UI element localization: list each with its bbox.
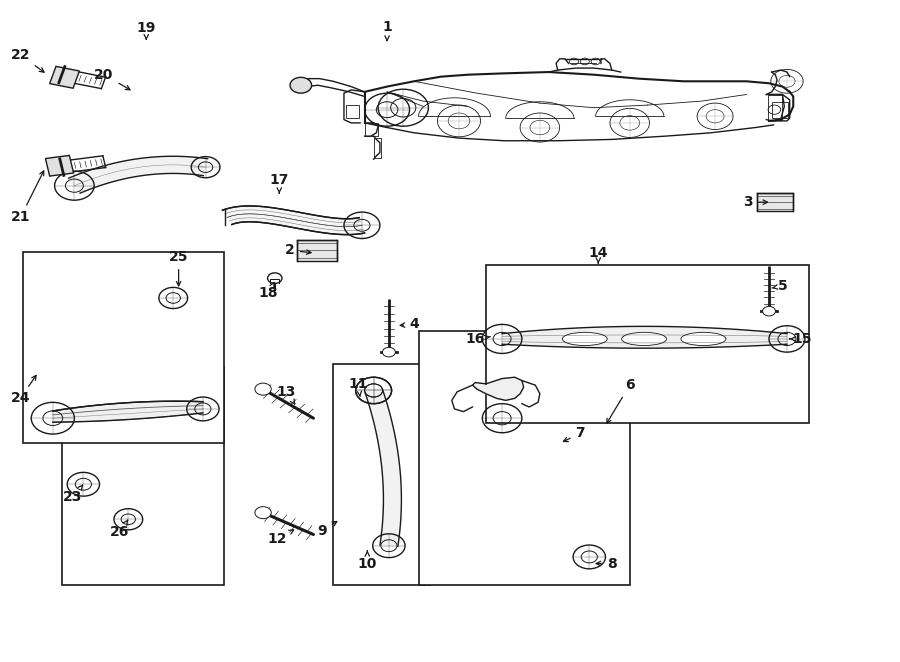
Text: 14: 14 (589, 246, 608, 263)
Text: 6: 6 (607, 378, 634, 423)
Circle shape (382, 348, 395, 357)
Text: 19: 19 (137, 21, 156, 39)
Bar (771, 102, 788, 118)
Bar (333, 364, 430, 585)
Polygon shape (364, 389, 401, 546)
Ellipse shape (622, 332, 667, 346)
Circle shape (255, 506, 271, 519)
Text: 16: 16 (465, 332, 491, 346)
Text: 21: 21 (11, 171, 44, 224)
Text: 20: 20 (94, 68, 130, 90)
Text: 12: 12 (267, 530, 293, 546)
Bar (297, 240, 337, 261)
Text: 9: 9 (318, 522, 337, 538)
Text: 8: 8 (596, 557, 617, 571)
Text: 13: 13 (277, 385, 296, 404)
Bar (486, 265, 809, 424)
Bar (46, 156, 74, 176)
Bar (374, 138, 381, 158)
Text: 24: 24 (11, 375, 36, 405)
Circle shape (762, 307, 776, 316)
Text: 15: 15 (789, 332, 812, 346)
Polygon shape (68, 156, 208, 193)
Circle shape (255, 383, 271, 395)
Text: 18: 18 (258, 283, 278, 300)
Text: 22: 22 (11, 48, 44, 72)
Text: 7: 7 (563, 426, 585, 442)
Text: 17: 17 (270, 173, 289, 193)
Bar (757, 193, 793, 211)
Bar (62, 367, 223, 585)
Polygon shape (502, 326, 787, 348)
Ellipse shape (681, 332, 726, 346)
Polygon shape (472, 377, 524, 401)
Text: 10: 10 (357, 551, 377, 571)
Bar (50, 66, 79, 88)
Circle shape (290, 77, 311, 93)
Bar (418, 331, 630, 585)
Polygon shape (53, 401, 202, 422)
Bar (346, 105, 359, 118)
Text: 25: 25 (169, 250, 188, 286)
Bar (768, 95, 781, 120)
Bar (364, 123, 378, 136)
Text: 23: 23 (63, 485, 83, 504)
Text: 26: 26 (110, 520, 129, 540)
Polygon shape (222, 206, 364, 234)
Text: 1: 1 (382, 20, 392, 40)
Text: 5: 5 (772, 279, 788, 293)
Text: 2: 2 (285, 244, 311, 258)
Bar (23, 252, 223, 444)
Ellipse shape (562, 332, 608, 346)
Text: 3: 3 (743, 195, 768, 209)
Text: 4: 4 (400, 317, 418, 332)
Circle shape (267, 273, 282, 283)
Text: 11: 11 (348, 377, 368, 397)
